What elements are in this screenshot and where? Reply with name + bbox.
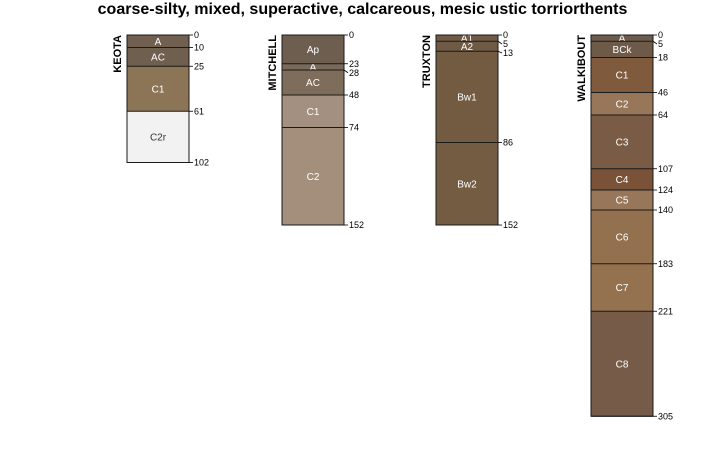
horizon-block: [436, 35, 498, 42]
depth-label: 124: [658, 185, 673, 195]
horizon-label: C5: [616, 196, 629, 207]
horizon-block: [591, 92, 653, 115]
profile-name: KEOTA: [112, 35, 124, 73]
horizon-block: [127, 35, 189, 48]
horizon-block: [591, 35, 653, 42]
horizon-label: C1: [152, 84, 165, 95]
depth-label: 64: [658, 110, 668, 120]
horizon-label: A1: [461, 34, 474, 45]
horizon-label: C4: [616, 175, 629, 186]
horizon-block: [282, 127, 344, 225]
depth-label: 0: [194, 30, 199, 40]
depth-label: 23: [349, 59, 359, 69]
horizon-block: [127, 111, 189, 163]
profile-outline: [281, 34, 345, 226]
horizon-label: A2: [461, 42, 474, 53]
depth-tick: [343, 69, 349, 74]
horizon-label: C6: [616, 232, 629, 243]
horizon-label: C7: [616, 283, 629, 294]
horizon-block: [591, 57, 653, 93]
horizon-label: C3: [616, 137, 629, 148]
horizon-block: [591, 210, 653, 264]
horizon-block: [282, 63, 344, 70]
depth-label: 107: [658, 164, 673, 174]
depth-label: 61: [194, 106, 204, 116]
horizon-label: C2: [307, 172, 320, 183]
depth-label: 86: [503, 138, 513, 148]
horizon-block: [591, 115, 653, 169]
depth-label: 305: [658, 411, 673, 421]
horizon-block: [591, 311, 653, 417]
depth-label: 28: [349, 68, 359, 78]
depth-label: 25: [194, 61, 204, 71]
horizon-label: AC: [306, 78, 320, 89]
depth-label: 140: [658, 205, 673, 215]
profile-name: TRUXTON: [421, 35, 433, 88]
horizon-label: Ap: [307, 45, 320, 56]
depth-label: 5: [503, 39, 508, 49]
depth-tick: [497, 40, 503, 45]
soil-profile: A AC C1 C2r 0 10 25 61 102 KEOTA: [112, 30, 209, 168]
horizon-block: [591, 41, 653, 58]
horizon-block: [591, 168, 653, 190]
profile-outline: [126, 34, 190, 163]
horizon-block: [436, 41, 498, 52]
horizon-block: [436, 142, 498, 225]
depth-label: 102: [194, 158, 209, 168]
horizon-label: C1: [616, 71, 629, 82]
horizon-label: Bw2: [457, 179, 477, 190]
depth-label: 0: [658, 30, 663, 40]
depth-label: 221: [658, 306, 673, 316]
depth-label: 74: [349, 123, 359, 133]
depth-label: 48: [349, 90, 359, 100]
horizon-label: BCk: [613, 45, 633, 56]
depth-tick: [652, 40, 658, 45]
horizon-label: C1: [307, 107, 320, 118]
horizon-label: AC: [151, 52, 165, 63]
horizon-block: [436, 51, 498, 143]
profile-outline: [435, 34, 499, 226]
depth-label: 183: [658, 259, 673, 269]
profile-name: MITCHELL: [267, 35, 279, 91]
horizon-block: [591, 263, 653, 312]
depth-label: 18: [658, 53, 668, 63]
horizon-block: [282, 70, 344, 95]
profile-outline: [590, 34, 654, 417]
depth-tick: [497, 50, 503, 54]
horizon-label: A: [155, 37, 162, 48]
depth-label: 0: [503, 30, 508, 40]
figure-title: coarse-silty, mixed, superactive, calcar…: [97, 1, 628, 18]
horizon-block: [591, 190, 653, 210]
horizon-block: [282, 95, 344, 128]
depth-label: 13: [503, 48, 513, 58]
horizon-label: C2: [616, 99, 629, 110]
depth-label: 152: [349, 220, 364, 230]
depth-label: 152: [503, 220, 518, 230]
depth-label: 46: [658, 88, 668, 98]
horizon-block: [282, 35, 344, 64]
horizon-label: A: [310, 62, 317, 73]
depth-label: 10: [194, 43, 204, 53]
depth-label: 0: [349, 30, 354, 40]
horizon-label: A: [619, 34, 626, 45]
horizon-label: C8: [616, 359, 629, 370]
profile-name: WALKIBOUT: [576, 35, 588, 102]
horizon-block: [127, 47, 189, 67]
horizon-label: C2r: [150, 132, 167, 143]
horizon-block: [127, 66, 189, 112]
depth-label: 5: [658, 39, 663, 49]
horizon-label: Bw1: [457, 92, 477, 103]
